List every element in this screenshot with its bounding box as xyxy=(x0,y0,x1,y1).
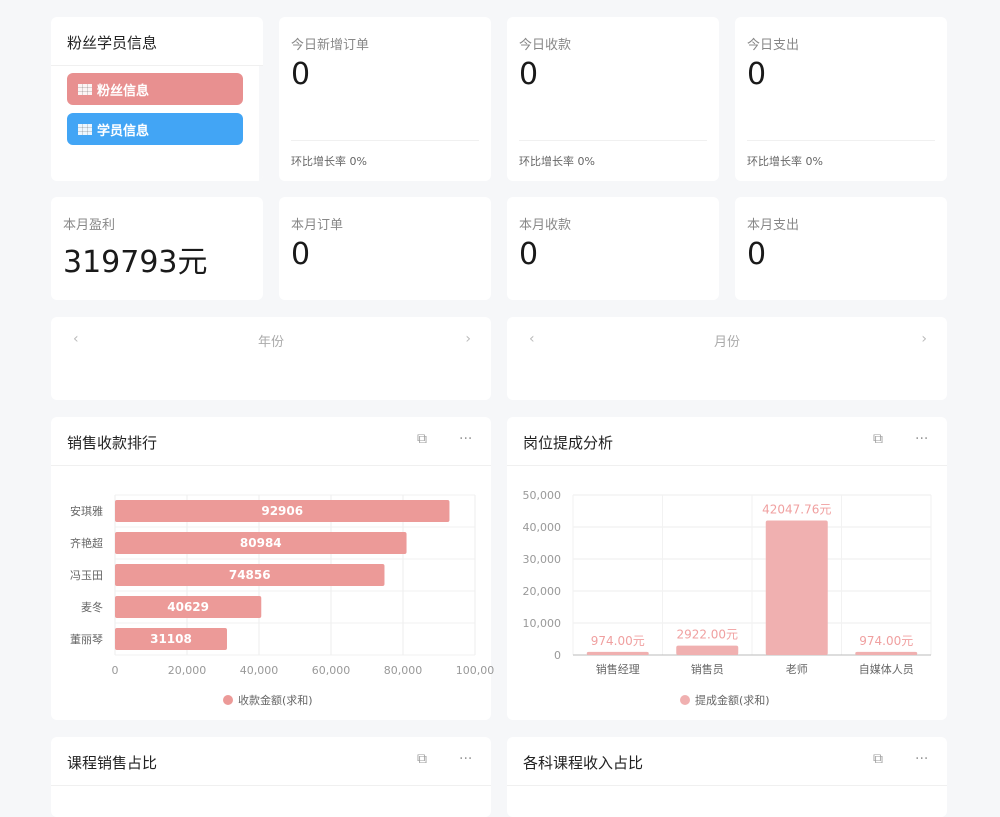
month-picker: 月份 ‹ › xyxy=(507,317,947,400)
stat-month-profit: 本月盈利 319793元 xyxy=(51,197,263,300)
stat-month-expenses: 本月支出 0 xyxy=(735,197,947,300)
stat-today-expenses: 今日支出 0 环比增长率 0% xyxy=(735,17,947,181)
stat-label: 本月收款 xyxy=(519,218,572,233)
stat-growth: 环比增长率 0% xyxy=(291,155,367,168)
stat-growth: 环比增长率 0% xyxy=(519,155,595,168)
sales-ranking-panel: 销售收款排行 ⧉ ··· xyxy=(51,417,491,720)
stat-value: 0 xyxy=(747,57,767,92)
stat-label: 今日收款 xyxy=(519,38,572,53)
fans-student-card: 粉丝学员信息 粉丝信息 学员信息 xyxy=(51,17,263,181)
stat-value: 0 xyxy=(519,237,539,272)
stat-month-orders: 本月订单 0 xyxy=(279,197,491,300)
stat-growth: 环比增长率 0% xyxy=(747,155,823,168)
fans-info-button[interactable]: 粉丝信息 xyxy=(67,73,243,105)
prev-month-button[interactable]: ‹ xyxy=(529,331,535,347)
more-icon[interactable]: ··· xyxy=(915,751,929,767)
more-icon[interactable]: ··· xyxy=(915,431,929,447)
year-picker: 年份 ‹ › xyxy=(51,317,491,400)
course-sales-panel: 课程销售占比 ⧉ ··· xyxy=(51,737,491,817)
next-year-button[interactable]: › xyxy=(465,331,471,347)
year-label: 年份 xyxy=(257,335,284,350)
table-icon xyxy=(78,123,92,135)
stat-month-receipts: 本月收款 0 xyxy=(507,197,719,300)
more-icon[interactable]: ··· xyxy=(459,751,473,767)
more-icon[interactable]: ··· xyxy=(459,431,473,447)
stat-today-receipts: 今日收款 0 环比增长率 0% xyxy=(507,17,719,181)
stat-label: 今日支出 xyxy=(747,38,800,53)
stat-label: 本月订单 xyxy=(291,218,344,233)
stat-value: 0 xyxy=(747,237,767,272)
prev-year-button[interactable]: ‹ xyxy=(73,331,79,347)
external-link-icon[interactable]: ⧉ xyxy=(873,751,883,767)
commission-panel: 岗位提成分析 ⧉ ··· xyxy=(507,417,947,720)
stat-label: 本月支出 xyxy=(747,218,800,233)
fans-card-title: 粉丝学员信息 xyxy=(67,34,158,52)
stat-value: 0 xyxy=(291,237,311,272)
external-link-icon[interactable]: ⧉ xyxy=(873,431,883,447)
next-month-button[interactable]: › xyxy=(921,331,927,347)
stat-label: 本月盈利 xyxy=(63,218,116,233)
external-link-icon[interactable]: ⧉ xyxy=(417,431,427,447)
subject-income-panel: 各科课程收入占比 ⧉ ··· xyxy=(507,737,947,817)
stat-value: 0 xyxy=(291,57,311,92)
stat-value: 0 xyxy=(519,57,539,92)
panel-title: 各科课程收入占比 xyxy=(523,754,644,772)
button-label: 粉丝信息 xyxy=(97,83,150,99)
panel-title: 岗位提成分析 xyxy=(523,434,614,452)
panel-title: 销售收款排行 xyxy=(67,434,158,452)
table-icon xyxy=(78,83,92,95)
external-link-icon[interactable]: ⧉ xyxy=(417,751,427,767)
panel-title: 课程销售占比 xyxy=(67,754,158,772)
stat-today-orders: 今日新增订单 0 环比增长率 0% xyxy=(279,17,491,181)
button-label: 学员信息 xyxy=(97,123,150,139)
student-info-button[interactable]: 学员信息 xyxy=(67,113,243,145)
month-label: 月份 xyxy=(713,335,740,350)
stat-value: 319793元 xyxy=(63,245,208,280)
stat-label: 今日新增订单 xyxy=(291,38,370,53)
